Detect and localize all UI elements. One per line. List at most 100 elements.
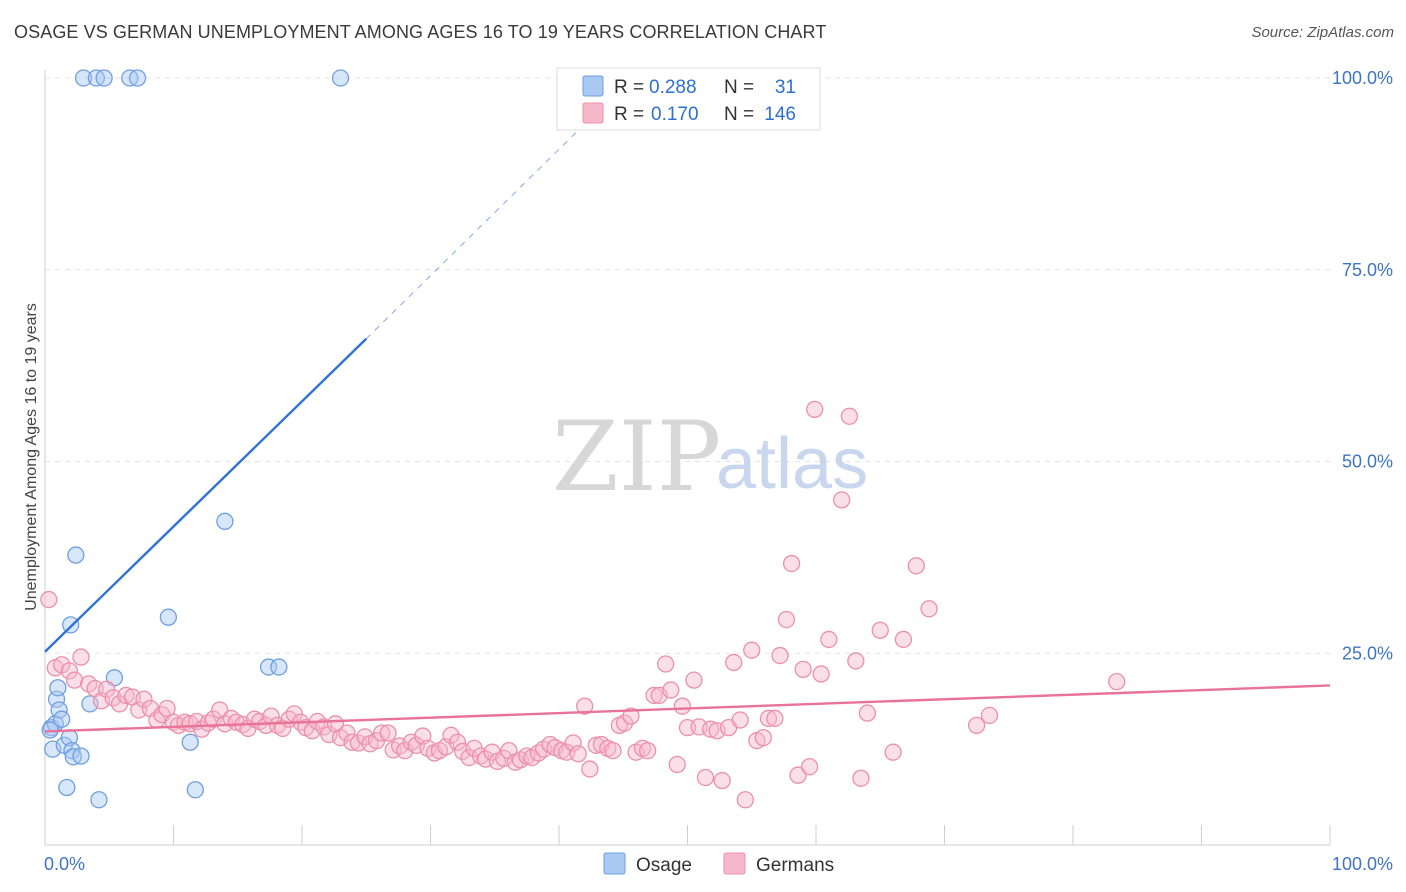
point-germans: [920, 600, 938, 618]
y-tick-label: 50.0%: [1342, 452, 1393, 472]
axes: [44, 70, 1331, 846]
point-germans: [373, 724, 391, 742]
point-osage: [53, 710, 71, 728]
point-germans: [759, 709, 778, 728]
legend-n-label-germans: N =: [724, 104, 754, 125]
point-germans: [858, 704, 877, 722]
point-osage: [67, 546, 85, 564]
point-osage: [72, 747, 90, 765]
legend-n-label-osage: N =: [724, 77, 754, 98]
legend-n-value-osage: 31: [775, 77, 796, 98]
point-germans: [639, 742, 657, 760]
tick-labels: 25.0% 50.0% 75.0% 100.0% 0.0% 100.0%: [44, 68, 1393, 874]
point-germans: [158, 699, 176, 718]
trend-line-osage: [44, 337, 368, 653]
point-germans: [840, 407, 859, 425]
chart-source: Source: ZipAtlas.com: [1251, 24, 1394, 41]
point-osage: [181, 733, 199, 751]
point-osage: [159, 608, 178, 626]
point-germans: [60, 662, 79, 680]
legend-box: R = 0.288 N = 31 R = 0.170 N = 146: [556, 67, 821, 131]
legend-r-value-germans: 0.170: [651, 104, 699, 125]
point-germans: [442, 726, 460, 744]
point-germans: [907, 557, 925, 575]
point-germans: [771, 646, 789, 665]
point-germans: [777, 610, 796, 629]
point-osage: [270, 658, 288, 676]
series-osage: [41, 69, 350, 809]
trend-line-germans: [44, 684, 1331, 733]
y-tick-label: 75.0%: [1342, 260, 1393, 280]
chart-title: OSAGE VS GERMAN UNEMPLOYMENT AMONG AGES …: [14, 22, 827, 42]
point-germans: [736, 791, 754, 809]
x-tick-label-end: 100.0%: [1332, 854, 1393, 874]
bottom-legend: Osage Germans: [603, 852, 834, 876]
point-germans: [40, 590, 58, 609]
point-germans: [104, 689, 122, 707]
point-germans: [701, 720, 720, 738]
point-germans: [766, 709, 784, 728]
point-germans: [448, 733, 467, 751]
point-germans: [576, 697, 594, 715]
legend-n-value-germans: 146: [764, 104, 796, 125]
point-germans: [782, 554, 801, 573]
legend-swatch-osage: [582, 75, 604, 97]
point-germans: [894, 630, 913, 649]
point-germans: [820, 630, 838, 649]
point-germans: [668, 755, 686, 774]
point-germans: [604, 742, 622, 760]
point-germans: [725, 653, 743, 672]
point-osage: [58, 778, 76, 797]
point-germans: [1108, 672, 1126, 691]
point-germans: [72, 648, 90, 666]
point-germans: [685, 671, 703, 689]
series-germans: [40, 400, 1126, 809]
point-osage: [63, 742, 81, 760]
point-germans: [847, 652, 865, 670]
point-germans: [65, 671, 84, 689]
point-germans: [884, 743, 902, 761]
trend-lines: [44, 123, 1331, 733]
bottom-legend-label-osage: Osage: [636, 855, 692, 876]
point-germans: [343, 733, 361, 751]
point-osage: [331, 69, 350, 87]
trend-extension-osage: [365, 123, 586, 340]
bottom-legend-swatch-osage: [603, 852, 626, 875]
legend-r-label-osage: R =: [614, 77, 644, 98]
data-points: [40, 69, 1126, 809]
point-germans: [662, 681, 680, 699]
point-germans: [731, 711, 749, 729]
point-germans: [967, 716, 986, 734]
point-osage: [62, 616, 80, 634]
x-tick-label-start: 0.0%: [44, 854, 85, 874]
point-osage: [128, 69, 147, 87]
point-germans: [852, 769, 870, 787]
point-osage: [216, 512, 234, 530]
point-germans: [806, 400, 824, 418]
point-osage: [90, 791, 108, 809]
point-germans: [794, 660, 812, 679]
point-germans: [117, 686, 135, 705]
bottom-legend-swatch-germans: [723, 852, 746, 875]
point-germans: [673, 697, 692, 715]
point-germans: [696, 768, 715, 787]
point-germans: [622, 707, 640, 725]
legend-r-label-germans: R =: [614, 104, 644, 125]
point-germans: [800, 758, 819, 776]
legend-r-value-osage: 0.288: [649, 77, 697, 98]
point-germans: [657, 655, 675, 673]
point-osage: [74, 69, 93, 87]
point-germans: [743, 641, 761, 659]
legend-swatch-germans: [582, 102, 604, 124]
watermark: ZIP atlas: [552, 401, 868, 513]
point-germans: [274, 719, 292, 738]
watermark-zip: ZIP: [552, 401, 721, 513]
point-osage: [49, 679, 67, 697]
point-germans: [581, 760, 599, 778]
point-germans: [379, 724, 397, 742]
grid-lines: [45, 77, 1330, 654]
point-germans: [569, 745, 587, 763]
watermark-atlas: atlas: [716, 424, 868, 504]
y-axis-label: Unemployment Among Ages 16 to 19 years: [23, 303, 40, 611]
